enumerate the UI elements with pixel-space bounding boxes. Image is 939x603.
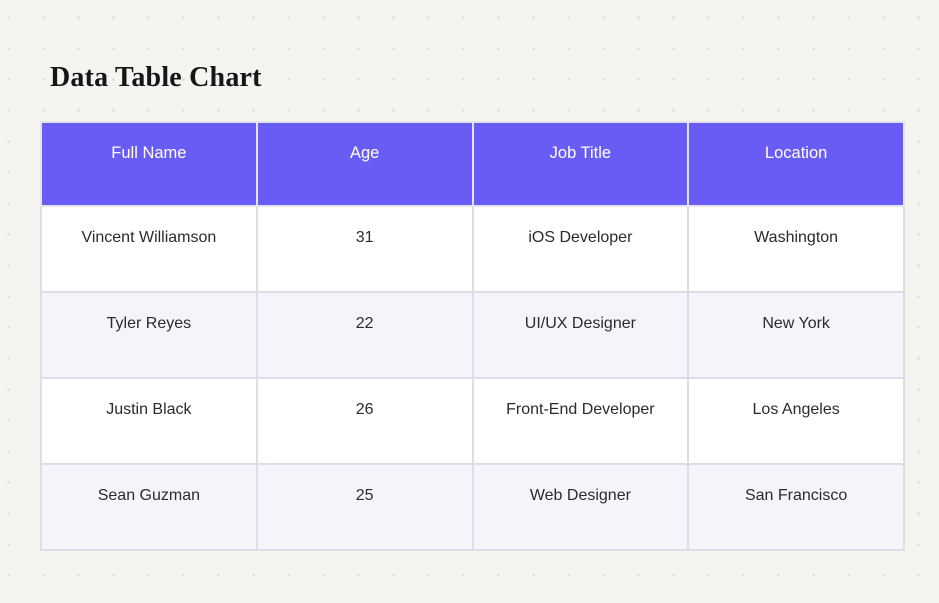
table-header: Full Name Age Job Title Location bbox=[40, 121, 905, 207]
table-cell: Washington bbox=[687, 205, 905, 293]
data-table: Full Name Age Job Title Location Vincent Wi… bbox=[40, 121, 905, 551]
column-header-location: Location bbox=[687, 121, 905, 207]
table-cell: UI/UX Designer bbox=[471, 291, 690, 379]
table-row: Tyler Reyes 22 UI/UX Designer New York bbox=[40, 291, 905, 379]
column-header-job-title: Job Title bbox=[471, 121, 690, 207]
table-body: Vincent Williamson 31 iOS Developer Washing… bbox=[40, 205, 905, 551]
table-row: Sean Guzman 25 Web Designer San Francisco bbox=[40, 463, 905, 551]
table-cell: San Francisco bbox=[687, 463, 905, 551]
header-row: Full Name Age Job Title Location bbox=[40, 121, 905, 207]
table-cell: New York bbox=[687, 291, 905, 379]
table-cell: Tyler Reyes bbox=[40, 291, 258, 379]
table-cell: Sean Guzman bbox=[40, 463, 258, 551]
table-cell: Web Designer bbox=[471, 463, 690, 551]
column-header-age: Age bbox=[255, 121, 474, 207]
table-cell: Vincent Williamson bbox=[40, 205, 258, 293]
table-cell: 25 bbox=[255, 463, 474, 551]
table-cell: 31 bbox=[255, 205, 474, 293]
table-cell: iOS Developer bbox=[471, 205, 690, 293]
column-header-full-name: Full Name bbox=[40, 121, 258, 207]
table-row: Vincent Williamson 31 iOS Developer Washing… bbox=[40, 205, 905, 293]
page-title: Data Table Chart bbox=[50, 62, 262, 93]
data-table-chart: Full Name Age Job Title Location Vincent Wi… bbox=[40, 121, 905, 551]
table-cell: Front-End Developer bbox=[471, 377, 690, 465]
table-cell: 26 bbox=[255, 377, 474, 465]
table-row: Justin Black 26 Front-End Developer Los Ang… bbox=[40, 377, 905, 465]
table-cell: 22 bbox=[255, 291, 474, 379]
table-cell: Los Angeles bbox=[687, 377, 905, 465]
table-cell: Justin Black bbox=[40, 377, 258, 465]
